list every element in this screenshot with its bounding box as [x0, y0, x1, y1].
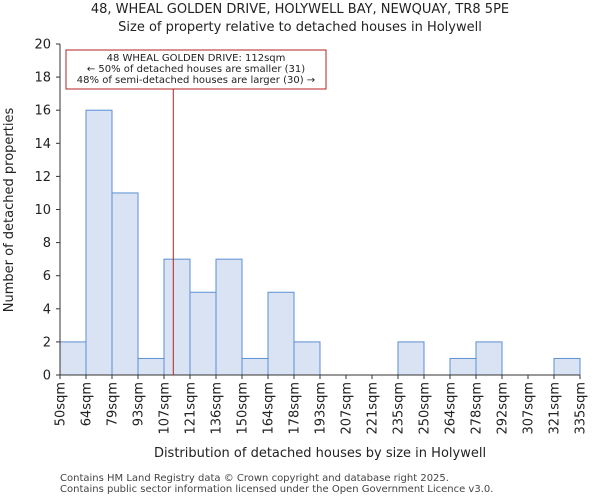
x-axis-label: Distribution of detached houses by size …: [154, 446, 486, 461]
annotation-line-2: ← 50% of detached houses are smaller (31…: [87, 64, 305, 75]
bar-79sqm: [111, 192, 139, 376]
histogram-chart: 48, WHEAL GOLDEN DRIVE, HOLYWELL BAY, NE…: [2, 2, 589, 461]
bar-136sqm: [215, 258, 243, 376]
bar-321sqm: [553, 357, 581, 376]
y-tick-label: 16: [34, 104, 51, 119]
x-tick-label: 79sqm: [106, 382, 121, 426]
x-tick-label: 292sqm: [496, 382, 511, 435]
annotation-line-1: 48 WHEAL GOLDEN DRIVE: 112sqm: [107, 53, 286, 64]
bars-group: [59, 109, 581, 376]
bar-150sqm: [241, 357, 269, 376]
y-tick-label: 2: [43, 335, 51, 350]
y-tick-label: 6: [43, 269, 51, 284]
bar-121sqm: [189, 291, 217, 376]
x-tick-label: 121sqm: [184, 382, 199, 435]
x-tick-label: 164sqm: [262, 382, 277, 435]
x-ticks-group: 50sqm 64sqm 79sqm 93sqm 107sqm 121sqm 136sqm 15…: [54, 375, 589, 435]
x-tick-label: 264sqm: [444, 382, 459, 435]
bar-93sqm: [137, 357, 165, 376]
x-tick-label: 150sqm: [236, 382, 251, 435]
y-tick-label: 12: [34, 170, 51, 185]
y-tick-label: 0: [43, 369, 51, 384]
y-tick-label: 14: [34, 137, 51, 152]
x-tick-label: 193sqm: [314, 382, 329, 435]
y-tick-label: 20: [34, 38, 51, 53]
y-tick-label: 10: [34, 203, 51, 218]
annotation-line-3: 48% of semi-detached houses are larger (…: [77, 75, 315, 86]
y-tick-label: 18: [34, 71, 51, 86]
y-axis-label: Number of detached properties: [2, 108, 17, 313]
bar-107sqm: [163, 258, 191, 376]
x-tick-label: 335sqm: [574, 382, 589, 435]
y-ticks-group: 0 2 4 6 8 10 12 14 16 18 20: [34, 38, 60, 384]
x-tick-label: 178sqm: [288, 382, 303, 435]
y-tick-label: 4: [43, 302, 51, 317]
bar-64sqm: [85, 109, 113, 376]
chart-title: 48, WHEAL GOLDEN DRIVE, HOLYWELL BAY, NE…: [91, 2, 509, 17]
x-tick-label: 235sqm: [392, 382, 407, 435]
x-tick-label: 136sqm: [210, 382, 225, 435]
bar-50sqm: [59, 341, 87, 376]
bar-278sqm: [475, 341, 503, 376]
x-tick-label: 50sqm: [54, 382, 69, 426]
x-tick-label: 107sqm: [158, 382, 173, 435]
x-tick-label: 93sqm: [132, 382, 147, 426]
bar-264sqm: [449, 357, 477, 376]
x-tick-label: 250sqm: [418, 382, 433, 435]
x-tick-label: 207sqm: [340, 382, 355, 435]
footer-line-1: Contains HM Land Registry data © Crown c…: [60, 473, 449, 484]
bar-164sqm: [267, 291, 295, 376]
x-tick-label: 307sqm: [522, 382, 537, 435]
x-tick-label: 221sqm: [366, 382, 381, 435]
bar-235sqm: [397, 341, 425, 376]
footer-line-2: Contains public sector information licen…: [60, 484, 494, 495]
y-tick-label: 8: [43, 236, 51, 251]
x-tick-label: 278sqm: [470, 382, 485, 435]
x-tick-label: 64sqm: [80, 382, 95, 426]
bar-178sqm: [293, 341, 321, 376]
x-tick-label: 321sqm: [548, 382, 563, 435]
annotation-box: 48 WHEAL GOLDEN DRIVE: 112sqm ← 50% of d…: [65, 49, 327, 90]
chart-subtitle: Size of property relative to detached ho…: [118, 20, 482, 35]
